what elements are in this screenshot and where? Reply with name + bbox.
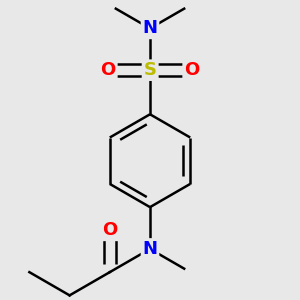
Text: S: S [143, 61, 157, 79]
Text: O: O [102, 221, 117, 239]
Text: O: O [100, 61, 116, 79]
Text: N: N [142, 20, 158, 38]
Text: O: O [184, 61, 200, 79]
Text: N: N [142, 240, 158, 258]
